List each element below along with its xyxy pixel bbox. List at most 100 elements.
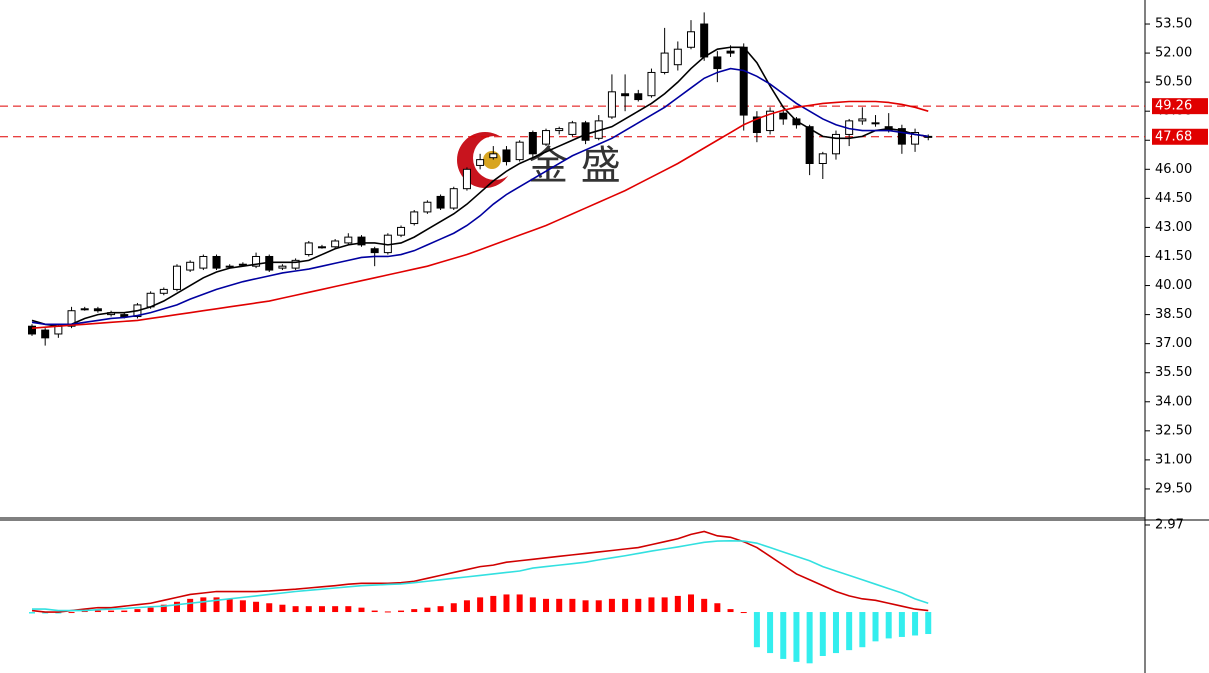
macd-bar [477,597,484,613]
y-tick-label: 31.00 [1155,452,1192,467]
candle-body [291,259,300,269]
macd-bar [187,598,194,613]
candle-body [344,236,353,244]
candle-body [67,310,76,327]
candle-body [28,325,36,335]
y-tick-label: 34.00 [1155,394,1192,409]
candle-body [818,153,827,164]
macd-bar [885,612,892,639]
macd-bar [556,598,563,613]
y-tick-label: 2.97 [1155,517,1184,532]
candle-body [397,226,406,236]
candle-body [436,195,445,209]
macd-bar [266,603,273,613]
macd-bar [490,595,497,613]
macd-bar [543,598,550,613]
macd-bar [846,612,853,651]
macd-bar [622,598,629,613]
macd-bar [925,612,932,635]
candle-body [673,48,682,66]
macd-bar [727,609,734,613]
candle-body [93,308,102,312]
candle-body [278,265,287,269]
candle-body [225,265,234,268]
candle-body [752,116,761,134]
candle-body [199,255,208,269]
macd-bar [226,598,233,613]
price-label: 47.68 [1155,129,1192,144]
candle-body [911,132,920,145]
candle-body [528,132,537,155]
macd-bar [108,610,115,613]
candle-body [515,141,524,161]
y-tick-label: 53.50 [1155,17,1192,32]
candle-body [370,248,379,254]
indicator-line [31,100,929,329]
macd-bar [912,612,919,636]
macd-bar [714,603,721,613]
macd-bar [345,606,352,613]
macd-bar [740,612,747,614]
macd-bar [780,612,787,659]
candle-body [634,93,643,101]
macd-bar [450,603,457,613]
macd-bar [173,601,180,613]
macd-bar [608,598,615,613]
macd-bar [595,600,602,613]
candle-body [252,255,261,267]
candle-body [713,56,722,70]
macd-bar [569,598,576,613]
candle-body [476,159,485,166]
macd-bar [29,612,35,614]
candle-body [423,201,432,213]
candle-body [779,112,788,120]
macd-bar [292,606,299,613]
candle-body [766,110,775,132]
macd-bar [898,612,905,637]
macd-bar [674,595,681,613]
price-label-box [1152,128,1208,145]
macd-bar [688,594,694,613]
candle-body [805,126,814,164]
macd-bar [384,611,391,613]
candle-body [726,50,735,54]
macd-bar [318,606,325,613]
macd-bar [134,609,141,613]
macd-bar [358,607,365,613]
price-label-box [1152,98,1208,115]
candle-body [238,263,247,266]
macd-bar [147,607,154,613]
macd-bar [398,610,405,613]
candle-body [568,122,577,135]
y-tick-label: 37.00 [1155,336,1192,351]
macd-bar [305,606,312,613]
macd-bar [819,612,826,656]
y-tick-label: 29.50 [1155,481,1192,496]
candle-body [120,314,129,318]
macd-bar [503,594,510,613]
macd-bar [582,600,589,613]
candle-body [621,93,630,97]
candle-body [739,46,748,116]
macd-bar [635,598,642,613]
candle-body [489,153,498,159]
y-tick-label: 32.50 [1155,423,1192,438]
y-tick-label: 35.50 [1155,365,1192,380]
macd-bar [411,609,418,613]
macd-bar [753,612,760,648]
candle-body [555,128,564,132]
macd-bar [648,597,655,613]
indicator-line [31,530,929,613]
macd-bar [68,612,75,614]
indicator-line [31,67,929,326]
y-tick-label: 50.50 [1155,75,1192,90]
macd-bar [872,612,879,642]
candle-body [871,122,880,125]
candle-body [357,236,366,246]
macd-bar [661,597,668,613]
candle-body [80,308,89,311]
macd-bar [424,607,431,613]
macd-bar [371,610,378,613]
y-tick-label: 38.50 [1155,307,1192,322]
candle-body [462,168,471,190]
